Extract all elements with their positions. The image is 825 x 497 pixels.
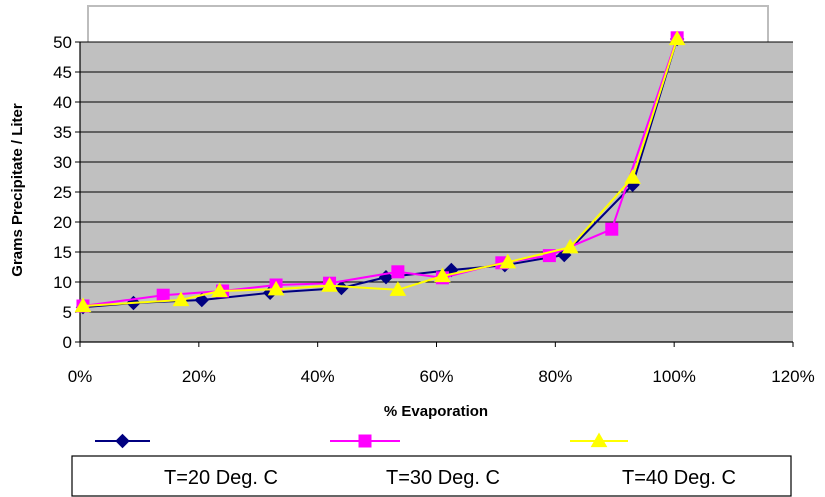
y-tick-label: 45	[53, 63, 72, 82]
legend-marker	[590, 432, 608, 448]
x-tick-labels: 0% 20% 40% 60% 80% 100% 120%	[68, 367, 815, 386]
y-tick-label: 25	[53, 183, 72, 202]
y-tick-label: 0	[63, 333, 72, 352]
data-point	[561, 238, 579, 254]
y-tick-label: 10	[53, 273, 72, 292]
data-point	[605, 222, 619, 236]
legend-box	[71, 455, 792, 497]
y-tick-label: 15	[53, 243, 72, 262]
legend-markers	[95, 432, 628, 449]
y-tick-label: 35	[53, 123, 72, 142]
gridlines	[80, 41, 793, 313]
data-point	[434, 267, 451, 283]
y-tick-label: 40	[53, 93, 72, 112]
x-tick-label: 60%	[419, 367, 453, 386]
legend-label-t20: T=20 Deg. C	[164, 467, 278, 489]
y-tick-label: 5	[63, 303, 72, 322]
data-point	[668, 30, 686, 46]
x-axis-title: % Evaporation	[384, 403, 488, 420]
x-tick-label: 80%	[538, 367, 572, 386]
data-point	[389, 281, 407, 296]
y-tick-label: 20	[53, 213, 72, 232]
data-point	[211, 282, 228, 298]
y-tick-label: 30	[53, 153, 72, 172]
data-point	[156, 288, 170, 302]
x-tick-label: 0%	[68, 367, 93, 386]
series-layer	[74, 30, 686, 315]
data-point	[321, 277, 338, 292]
data-point	[499, 253, 517, 269]
axes	[75, 41, 794, 347]
y-tick-label: 50	[53, 33, 72, 52]
x-tick-label: 40%	[301, 367, 335, 386]
legend-label-t40: T=40 Deg. C	[622, 467, 736, 489]
y-tick-labels: 0 5 10 15 20 25 30 35 40 45 50	[53, 33, 72, 352]
data-point	[391, 265, 405, 279]
y-axis-title: Grams Precipitate / Liter	[9, 103, 26, 277]
legend-label-t30: T=30 Deg. C	[386, 467, 500, 489]
series-2	[74, 30, 686, 313]
x-tick-label: 20%	[182, 367, 216, 386]
legend-marker	[115, 433, 130, 449]
legend-marker	[358, 434, 372, 448]
data-point	[172, 291, 190, 307]
data-point	[74, 297, 92, 313]
x-tick-label: 120%	[771, 367, 814, 386]
data-point	[624, 169, 641, 184]
x-tick-label: 100%	[652, 367, 695, 386]
data-point	[267, 280, 285, 296]
